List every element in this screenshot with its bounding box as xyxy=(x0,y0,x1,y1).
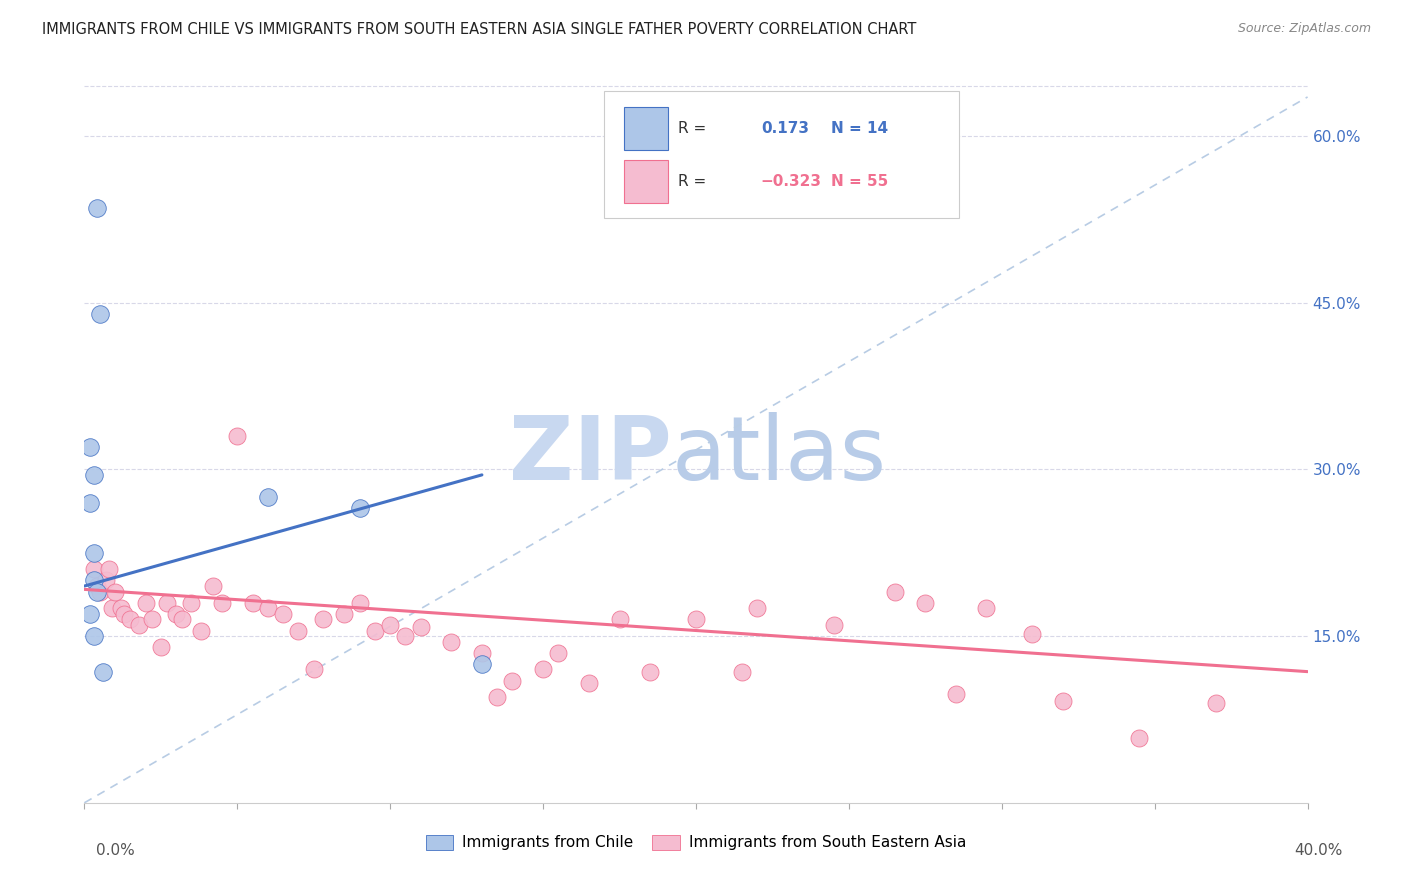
Text: 40.0%: 40.0% xyxy=(1295,843,1343,857)
Point xyxy=(333,607,356,621)
Point xyxy=(83,562,105,576)
Text: 0.0%: 0.0% xyxy=(96,843,135,857)
Point xyxy=(79,496,101,510)
Point xyxy=(380,618,402,632)
Point xyxy=(287,624,309,638)
Point xyxy=(883,584,905,599)
Point xyxy=(201,579,224,593)
Point xyxy=(89,307,111,321)
Point xyxy=(128,618,150,632)
Point xyxy=(364,624,387,638)
Point xyxy=(97,562,120,576)
Point xyxy=(685,612,707,626)
Point xyxy=(180,596,202,610)
Point xyxy=(1205,696,1227,710)
Point xyxy=(471,657,494,671)
Point xyxy=(302,662,325,676)
Point xyxy=(104,584,127,599)
Point xyxy=(547,646,569,660)
Point xyxy=(257,490,280,504)
Point xyxy=(211,596,233,610)
Point xyxy=(312,612,335,626)
Legend: Immigrants from Chile, Immigrants from South Eastern Asia: Immigrants from Chile, Immigrants from S… xyxy=(420,829,972,856)
Point xyxy=(914,596,936,610)
Text: IMMIGRANTS FROM CHILE VS IMMIGRANTS FROM SOUTH EASTERN ASIA SINGLE FATHER POVERT: IMMIGRANTS FROM CHILE VS IMMIGRANTS FROM… xyxy=(42,22,917,37)
Point xyxy=(271,607,294,621)
Point xyxy=(156,596,179,610)
Point xyxy=(1128,731,1150,746)
Point xyxy=(141,612,163,626)
Point xyxy=(83,546,105,560)
Point xyxy=(101,601,124,615)
Text: −0.323: −0.323 xyxy=(761,174,821,189)
Text: N = 14: N = 14 xyxy=(831,121,887,136)
Text: Source: ZipAtlas.com: Source: ZipAtlas.com xyxy=(1237,22,1371,36)
Point xyxy=(823,618,845,632)
Point xyxy=(226,429,249,443)
Point xyxy=(394,629,416,643)
Point xyxy=(83,574,105,588)
Text: atlas: atlas xyxy=(672,412,887,500)
Text: R =: R = xyxy=(678,174,711,189)
Point xyxy=(94,574,117,588)
Point xyxy=(349,596,371,610)
Point xyxy=(257,601,280,615)
Text: 0.173: 0.173 xyxy=(761,121,808,136)
Point xyxy=(79,607,101,621)
FancyBboxPatch shape xyxy=(624,107,668,150)
Point xyxy=(83,467,105,482)
Point xyxy=(731,665,754,679)
FancyBboxPatch shape xyxy=(624,161,668,202)
Point xyxy=(609,612,631,626)
Text: ZIP: ZIP xyxy=(509,412,672,500)
Point xyxy=(83,629,105,643)
FancyBboxPatch shape xyxy=(605,91,959,218)
Point xyxy=(747,601,769,615)
Point xyxy=(486,690,509,705)
Point xyxy=(149,640,172,655)
Point xyxy=(135,596,157,610)
Text: N = 55: N = 55 xyxy=(831,174,887,189)
Point xyxy=(1052,693,1074,707)
Point xyxy=(172,612,194,626)
Point xyxy=(638,665,661,679)
Point xyxy=(1021,627,1043,641)
Text: R =: R = xyxy=(678,121,711,136)
Point xyxy=(120,612,142,626)
Point xyxy=(502,673,524,688)
Point xyxy=(976,601,998,615)
Point xyxy=(112,607,135,621)
Point xyxy=(471,646,494,660)
Point xyxy=(190,624,212,638)
Point xyxy=(165,607,187,621)
Point xyxy=(86,584,108,599)
Point xyxy=(440,634,463,648)
Point xyxy=(79,440,101,454)
Point xyxy=(409,620,432,634)
Point xyxy=(86,579,108,593)
Point xyxy=(91,665,114,679)
Point xyxy=(242,596,264,610)
Point xyxy=(89,584,111,599)
Point xyxy=(531,662,554,676)
Point xyxy=(578,675,600,690)
Point xyxy=(86,201,108,215)
Point xyxy=(349,501,371,516)
Point xyxy=(945,687,967,701)
Point xyxy=(110,601,132,615)
